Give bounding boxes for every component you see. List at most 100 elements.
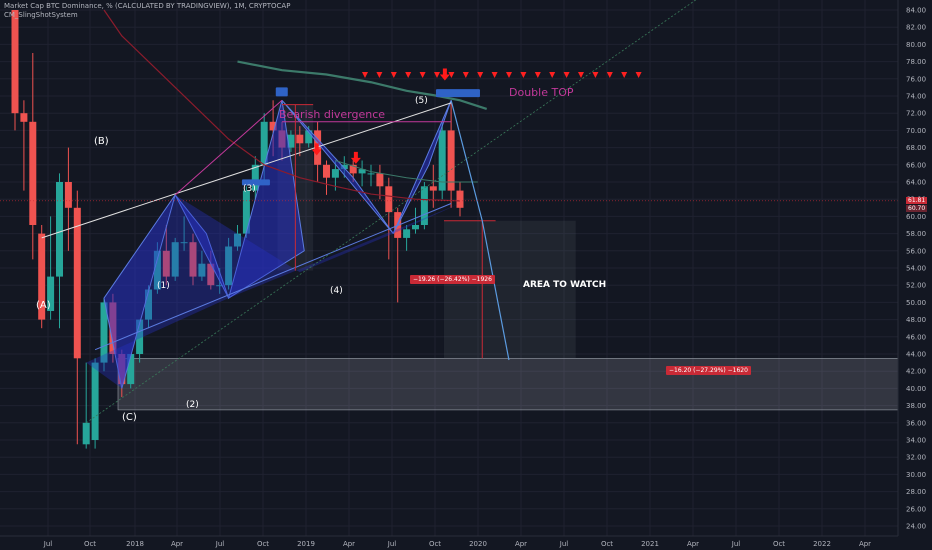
marker-wave3 <box>241 179 270 186</box>
candle-body <box>73 207 81 359</box>
wave-label-3: (3) <box>243 184 256 194</box>
candle-body <box>171 242 179 277</box>
y-tick-label: 24.00 <box>906 523 926 531</box>
candle-body <box>56 182 63 277</box>
wave-label-b: (B) <box>94 136 109 147</box>
x-axis: Jul Oct 2018 Apr Jul Oct 2019 Apr Jul Oct 2020 Apr J… <box>0 535 898 550</box>
wave-triangle <box>281 99 394 234</box>
y-tick-label: 60.00 <box>906 213 926 221</box>
candle-body <box>20 113 28 122</box>
x-tick-label: Oct <box>773 540 785 548</box>
y-axis: 24.00 26.00 28.00 30.00 32.00 34.00 36.00 38.00… <box>897 0 932 550</box>
top-warning-triangle <box>405 72 412 78</box>
x-tick-label: 2022 <box>813 540 831 548</box>
candle-body <box>91 362 99 440</box>
y-tick-label: 82.00 <box>906 24 926 32</box>
marker-wave5 <box>275 87 288 97</box>
y-tick-label: 74.00 <box>906 93 926 101</box>
candle-body <box>456 190 464 208</box>
y-tick-label: 28.00 <box>906 488 926 496</box>
candle-body <box>234 233 241 247</box>
candle-body <box>251 164 259 191</box>
y-tick-label: 64.00 <box>906 179 926 187</box>
x-tick-label: Jul <box>559 540 569 548</box>
x-tick-label: Apr <box>859 540 871 548</box>
divergence-line <box>174 99 283 196</box>
candle-body <box>11 10 19 114</box>
candle-body <box>189 242 197 277</box>
red-down-arrow <box>439 68 450 81</box>
y-tick-label: 54.00 <box>906 265 926 273</box>
y-tick-label: 44.00 <box>906 351 926 359</box>
x-tick-label: 2019 <box>297 540 315 548</box>
y-tick-label: 48.00 <box>906 316 926 324</box>
y-tick-label: 56.00 <box>906 247 926 255</box>
candle-body <box>225 246 233 286</box>
top-warning-triangle <box>635 72 642 78</box>
candle-body <box>242 190 250 234</box>
y-tick-label: 70.00 <box>906 127 926 135</box>
candle-body <box>323 164 330 178</box>
y-tick-label: 52.00 <box>906 282 926 290</box>
candle-body <box>420 186 428 225</box>
ma-green-thin-line <box>335 160 478 183</box>
price-tag-secondary: 60.70 <box>906 205 928 212</box>
candle-body <box>403 229 411 238</box>
wave-label-2: (2) <box>186 400 199 410</box>
x-tick-label: Apr <box>171 540 183 548</box>
y-tick-label: 66.00 <box>906 161 926 169</box>
price-tag-current: 61.81 <box>906 197 928 204</box>
top-warning-triangle <box>534 72 541 78</box>
y-tick-label: 30.00 <box>906 471 926 479</box>
y-tick-label: 40.00 <box>906 385 926 393</box>
grid <box>0 0 898 536</box>
measure-label-2: −16.20 (−27.29%) −1620 <box>666 366 751 375</box>
wave-label-c: (C) <box>122 412 137 423</box>
pattern-fill <box>86 194 460 389</box>
y-tick-label: 36.00 <box>906 419 926 427</box>
long-trendline <box>85 0 697 424</box>
candle-body <box>100 302 108 363</box>
y-axis-bg <box>898 0 932 550</box>
x-tick-label: Oct <box>429 540 441 548</box>
y-tick-label: 46.00 <box>906 333 926 341</box>
candle-body <box>260 121 268 165</box>
x-tick-label: Jul <box>43 540 53 548</box>
double-top-label: Double TOP <box>509 86 574 99</box>
candle-body <box>447 130 455 191</box>
projection-path <box>450 100 510 361</box>
wave-label-5: (5) <box>415 96 428 106</box>
candle-body <box>207 263 215 286</box>
x-tick-label: Apr <box>515 540 527 548</box>
x-tick-label: Jul <box>731 540 741 548</box>
x-tick-label: Jul <box>387 540 397 548</box>
candle-body <box>47 276 55 311</box>
ma-green-line <box>237 60 488 110</box>
top-warning-triangle <box>549 72 556 78</box>
y-tick-label: 42.00 <box>906 368 926 376</box>
top-warning-triangle <box>578 72 584 78</box>
x-tick-label: Apr <box>343 540 355 548</box>
wave-triangle <box>103 194 176 389</box>
candle-body <box>412 225 419 230</box>
y-tick-label: 68.00 <box>906 144 926 152</box>
x-tick-label: Apr <box>687 540 699 548</box>
candle-body <box>349 164 357 174</box>
top-warning-triangle <box>434 72 440 78</box>
top-warning-triangle <box>419 72 426 78</box>
candle-body <box>287 134 295 148</box>
wave-label-1: (1) <box>157 281 170 291</box>
candle-body <box>38 233 46 320</box>
y-tick-label: 32.00 <box>906 454 926 462</box>
area-to-watch-label: AREA TO WATCH <box>523 280 607 290</box>
candle-body <box>429 186 437 191</box>
y-tick-label: 78.00 <box>906 58 926 66</box>
y-tick-label: 26.00 <box>906 505 926 513</box>
candle-body <box>385 186 393 213</box>
x-tick-label: Oct <box>84 540 96 548</box>
wave-label-4: (4) <box>330 286 343 296</box>
y-tick-label: 34.00 <box>906 437 926 445</box>
y-tick-label: 38.00 <box>906 402 926 410</box>
x-tick-label: Jul <box>215 540 225 548</box>
top-warning-triangle <box>376 72 383 78</box>
